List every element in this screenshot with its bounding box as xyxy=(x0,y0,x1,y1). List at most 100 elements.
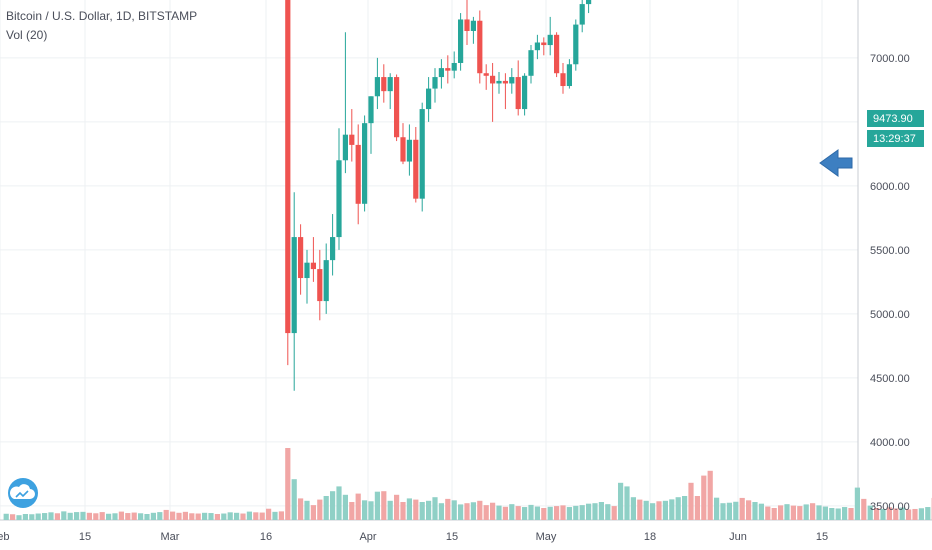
volume-bar xyxy=(707,470,713,520)
volume-bar xyxy=(208,513,214,520)
candle xyxy=(470,16,476,44)
volume-bar xyxy=(253,512,259,520)
volume-bar xyxy=(483,505,489,520)
volume-bar xyxy=(560,505,566,520)
volume-indicator-label: Vol (20) xyxy=(6,28,48,42)
time-tick-label: 15 xyxy=(446,531,458,543)
candle xyxy=(419,102,425,212)
volume-bar xyxy=(234,512,240,520)
candle-body xyxy=(438,68,444,78)
candle xyxy=(477,10,483,84)
volume-bar xyxy=(189,513,195,520)
volume-bar xyxy=(125,513,131,520)
volume-bar xyxy=(726,502,732,520)
volume-bar xyxy=(835,508,841,520)
symbol-title: Bitcoin / U.S. Dollar, 1D, BITSTAMP xyxy=(6,9,198,23)
volume-bar xyxy=(317,499,323,520)
candle xyxy=(310,237,316,282)
volume-bar xyxy=(381,491,387,520)
volume-bar xyxy=(496,505,502,520)
volume-bar xyxy=(899,507,905,520)
volume-bar xyxy=(432,497,438,520)
volume-bar xyxy=(285,448,291,520)
volume-bar xyxy=(182,511,188,520)
volume-bar xyxy=(656,501,662,520)
candle xyxy=(349,109,355,162)
volume-bar xyxy=(259,512,265,520)
volume-bar xyxy=(394,494,400,520)
volume-bar xyxy=(611,506,617,520)
candle-body xyxy=(483,73,489,76)
time-tick-label: Feb xyxy=(0,531,9,543)
volume-bar xyxy=(29,514,35,520)
volume-bar xyxy=(784,504,790,520)
volume-bar xyxy=(310,505,316,520)
volume-bar xyxy=(400,502,406,520)
candle-body xyxy=(573,24,579,65)
volume-bar xyxy=(470,502,476,520)
volume-bar xyxy=(522,507,528,520)
volume-bar xyxy=(387,500,393,520)
volume-bar xyxy=(22,514,28,520)
volume-bar xyxy=(829,508,835,520)
candle xyxy=(298,224,304,295)
volume-bar xyxy=(246,511,252,520)
price-tick-label: 4500.00 xyxy=(870,373,910,385)
candle xyxy=(394,74,400,142)
volume-bar xyxy=(10,514,16,520)
price-tick-label: 6000.00 xyxy=(870,181,910,193)
volume-bar xyxy=(106,513,112,520)
last-price-tag: 9473.90 xyxy=(873,113,913,125)
candle-body xyxy=(426,88,432,110)
volume-bar xyxy=(758,503,764,520)
price-tick-label: 5500.00 xyxy=(870,245,910,257)
candle xyxy=(400,123,406,165)
candle xyxy=(445,55,451,84)
time-tick-label: 16 xyxy=(260,531,272,543)
countdown-tag: 13:29:37 xyxy=(873,133,916,145)
volume-bar xyxy=(925,507,931,520)
volume-bar xyxy=(131,512,137,520)
candle xyxy=(355,124,361,225)
candle-body xyxy=(477,20,483,74)
price-tick-label: 7500.00 xyxy=(870,0,910,1)
candle xyxy=(413,126,419,203)
volume-bar xyxy=(138,513,144,520)
candle-body xyxy=(298,237,304,279)
volume-bar xyxy=(669,499,675,520)
volume-bar xyxy=(16,515,22,520)
volume-bar xyxy=(202,512,208,520)
candle-body xyxy=(349,134,355,145)
price-tick-label: 5000.00 xyxy=(870,309,910,321)
volume-bar xyxy=(490,502,496,520)
volume-bar xyxy=(880,508,886,520)
candle-body xyxy=(554,34,560,74)
candle xyxy=(323,243,329,314)
candle xyxy=(330,214,336,276)
volume-bar xyxy=(822,506,828,520)
volume-bar xyxy=(528,504,534,520)
candle-body xyxy=(323,260,329,302)
volume-bar xyxy=(61,511,67,520)
candle-body xyxy=(362,123,368,204)
candle xyxy=(586,0,592,14)
volume-bar xyxy=(861,498,867,520)
volume-bar xyxy=(746,500,752,520)
volume-bar xyxy=(464,503,470,520)
volume-bar xyxy=(797,506,803,520)
candle xyxy=(496,71,502,94)
volume-bar xyxy=(413,499,419,520)
candle xyxy=(336,128,342,250)
candle-body xyxy=(445,68,451,71)
volume-bar xyxy=(278,511,284,520)
volume-bar xyxy=(605,504,611,520)
volume-bar xyxy=(67,512,73,520)
volume-bar xyxy=(752,502,758,520)
volume-bar xyxy=(176,512,182,520)
price-tick-label: 7000.00 xyxy=(870,53,910,65)
cloud-logo-icon xyxy=(8,478,38,508)
volume-bar xyxy=(714,497,720,520)
volume-bar xyxy=(221,513,227,520)
candle xyxy=(368,96,374,154)
